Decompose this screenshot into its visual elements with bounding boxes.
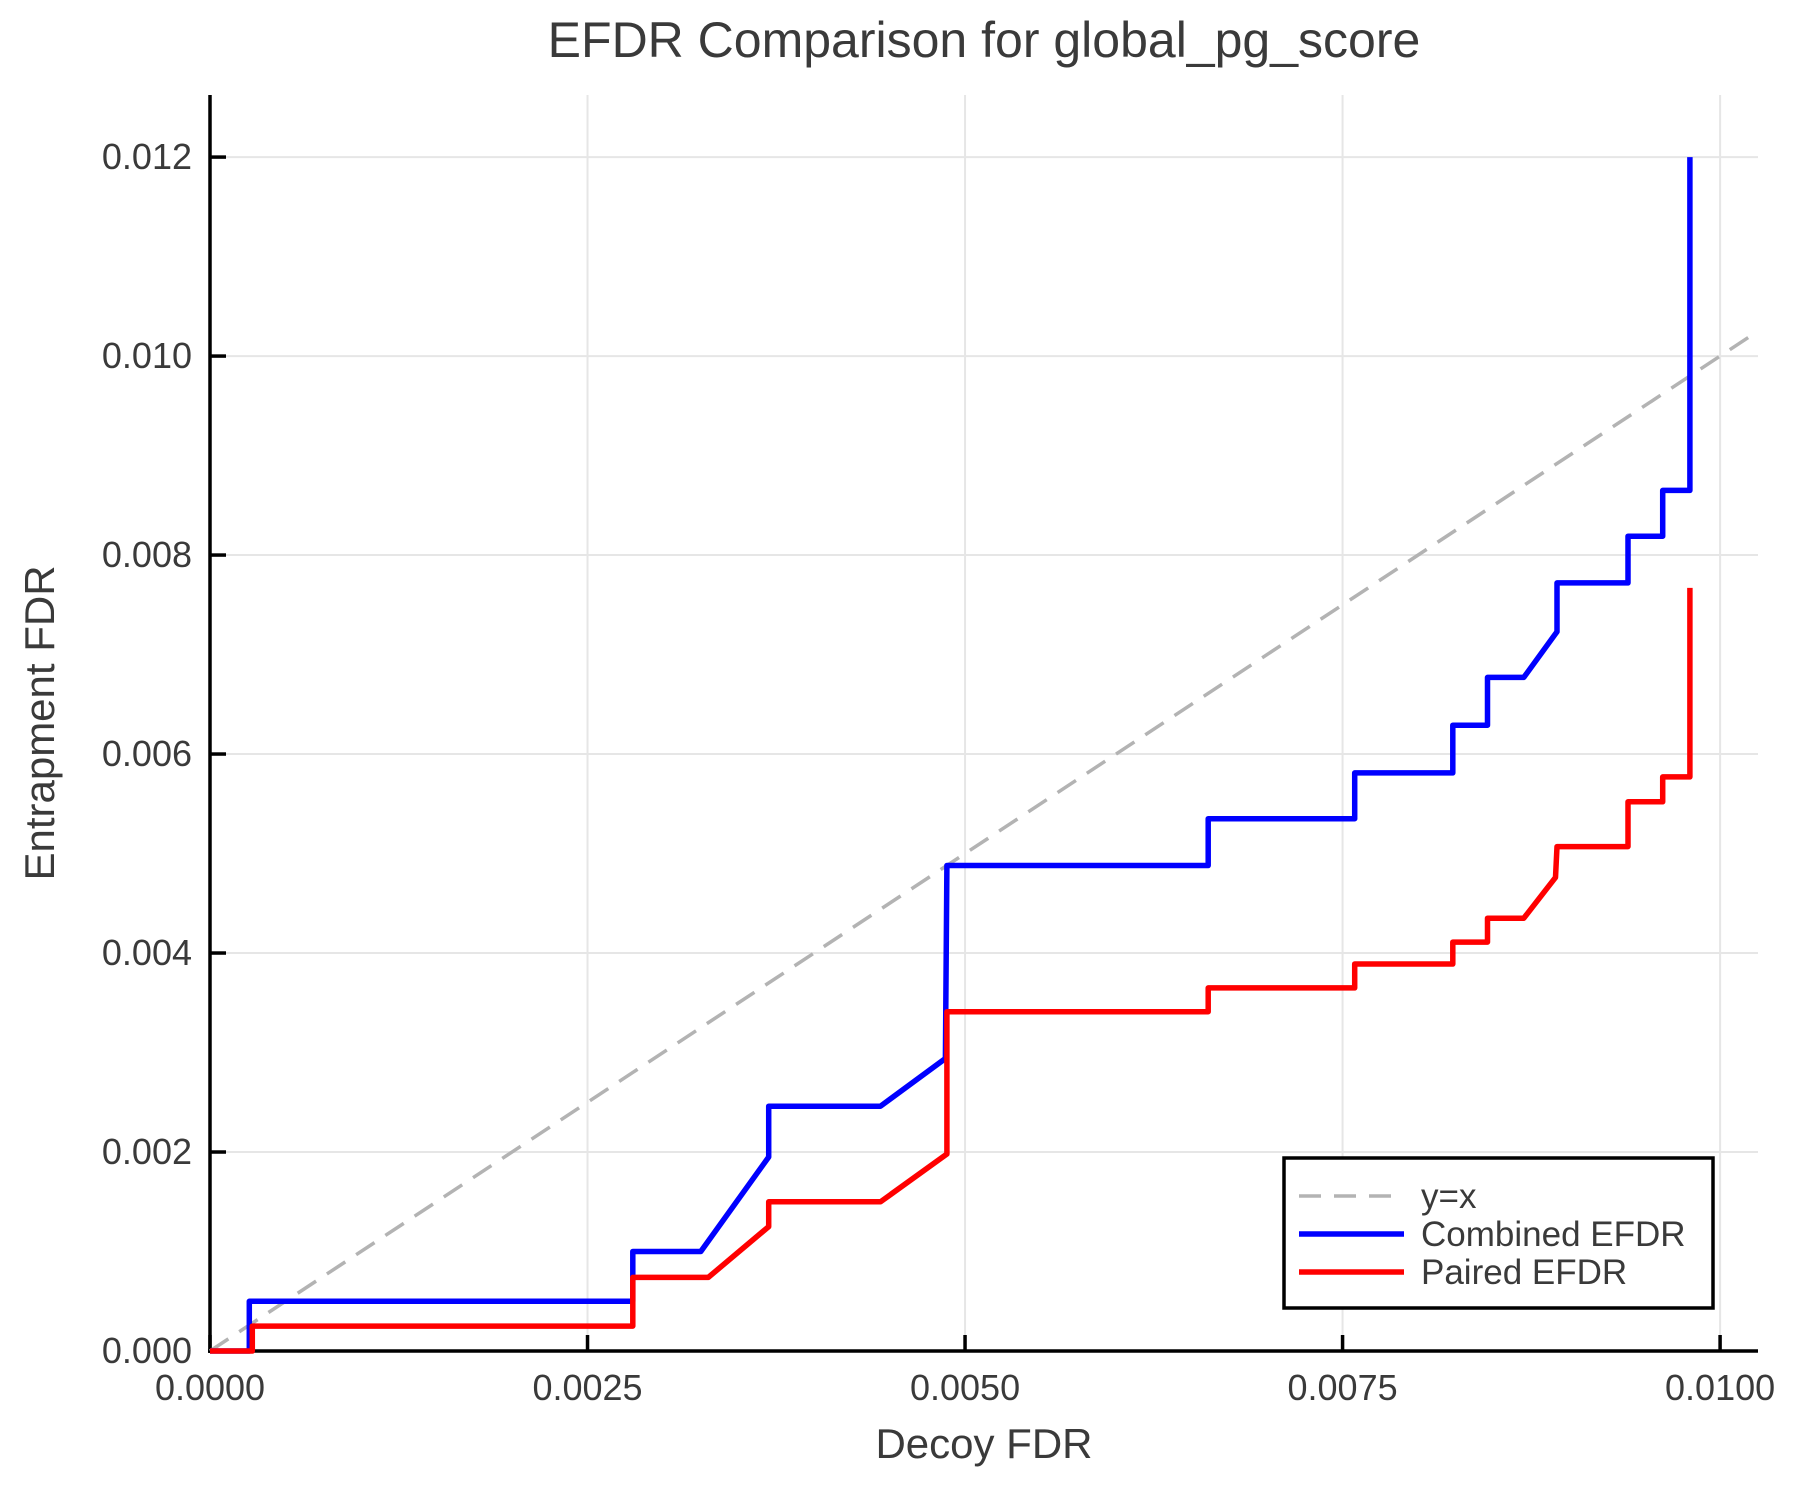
y-tick-label: 0.012 <box>102 136 192 177</box>
axis-ticks <box>208 155 1722 1353</box>
x-tick-label: 0.0075 <box>1288 1367 1398 1408</box>
y-tick-label: 0.006 <box>102 733 192 774</box>
y-tick-label: 0.000 <box>102 1330 192 1371</box>
y-tick-label: 0.008 <box>102 534 192 575</box>
series-line-paired-efdr <box>210 587 1693 1354</box>
y-tick-label: 0.010 <box>102 335 192 376</box>
y-tick-label: 0.004 <box>102 932 192 973</box>
x-tick-label: 0.0000 <box>155 1367 265 1408</box>
series-lines <box>209 157 1759 1354</box>
legend-label: y=x <box>1421 1177 1477 1216</box>
y-axis-label: Entrapment FDR <box>16 565 63 880</box>
legend-label: Paired EFDR <box>1421 1253 1627 1292</box>
reference-line-y-equals-x <box>209 329 1759 1353</box>
legend-label: Combined EFDR <box>1421 1215 1686 1254</box>
axes-spines <box>208 95 1758 1353</box>
x-axis-label: Decoy FDR <box>875 1420 1092 1467</box>
series-line-combined-efdr <box>210 157 1693 1354</box>
chart-title: EFDR Comparison for global_pg_score <box>548 12 1421 68</box>
x-tick-label: 0.0050 <box>910 1367 1020 1408</box>
y-tick-label: 0.002 <box>102 1131 192 1172</box>
axis-tick-labels: 0.0000 0.0025 0.0050 0.0075 0.0100 0.000 0.002… <box>102 136 1775 1408</box>
x-tick-label: 0.0100 <box>1665 1367 1775 1408</box>
x-tick-label: 0.0025 <box>532 1367 642 1408</box>
